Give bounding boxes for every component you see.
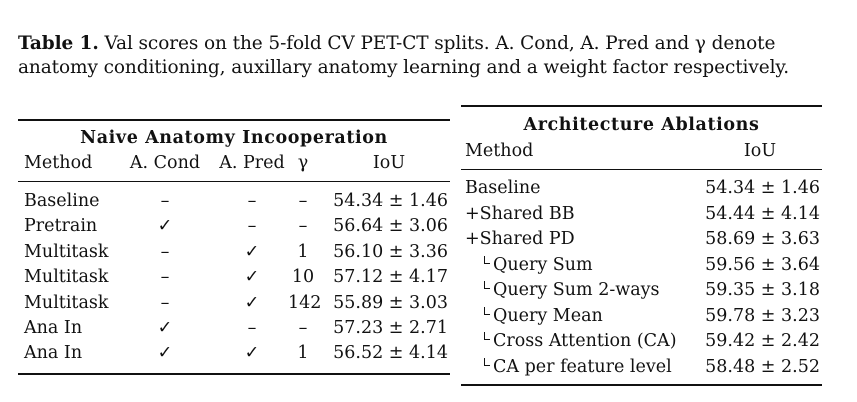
- right-table-title: Architecture Ablations: [523, 115, 760, 135]
- left-cell-acond: –: [160, 267, 170, 288]
- right-cell-method: Query Sum: [484, 254, 593, 276]
- left-bottom-rule: [18, 373, 450, 375]
- left-cell-gamma: –: [298, 216, 308, 237]
- left-cell-iou: 57.12 ± 4.17: [333, 267, 448, 288]
- right-cell-iou: 54.34 ± 1.46: [705, 178, 820, 198]
- left-cell-iou: 56.64 ± 3.06: [333, 216, 448, 237]
- left-cell-apred: –: [247, 318, 257, 338]
- left-cell-apred: –: [247, 191, 257, 211]
- subitem-corner-icon: [484, 306, 490, 315]
- left-cell-gamma: 142: [288, 292, 322, 313]
- right-header-iou: IoU: [743, 141, 777, 161]
- left-cell-method: Pretrain: [24, 216, 98, 237]
- right-cell-iou: 58.69 ± 3.63: [705, 229, 820, 249]
- right-cell-iou: 58.48 ± 2.52: [705, 356, 820, 377]
- left-header-iou: IoU: [372, 153, 406, 173]
- right-cell-iou: 59.78 ± 3.23: [705, 305, 820, 326]
- caption-label: Table 1.: [18, 33, 99, 54]
- left-cell-method: Multitask: [24, 267, 109, 288]
- right-bottom-rule: [461, 384, 822, 386]
- left-cell-iou: 54.34 ± 1.46: [333, 191, 448, 211]
- left-cell-acond: ✓: [157, 343, 173, 364]
- left-cell-method: Multitask: [24, 241, 109, 262]
- left-header-method: Method: [24, 153, 93, 173]
- right-cell-method: +Shared BB: [465, 203, 575, 224]
- right-cell-method: CA per feature level: [484, 356, 672, 378]
- left-cell-method: Ana In: [24, 318, 83, 338]
- left-cell-iou: 56.10 ± 3.36: [333, 241, 448, 262]
- left-cell-gamma: 1: [297, 241, 309, 262]
- subitem-corner-icon: [484, 255, 490, 264]
- right-cell-iou: 59.56 ± 3.64: [705, 254, 820, 275]
- left-cell-acond: ✓: [157, 216, 173, 237]
- subitem-corner-icon: [484, 357, 490, 366]
- left-cell-iou: 56.52 ± 4.14: [333, 343, 448, 364]
- left-cell-acond: –: [160, 241, 170, 262]
- caption-text: Val scores on the 5-fold CV PET-CT split…: [18, 33, 790, 78]
- left-cell-acond: ✓: [157, 318, 173, 338]
- left-cell-iou: 55.89 ± 3.03: [333, 292, 448, 313]
- right-cell-method: Query Sum 2-ways: [484, 279, 660, 301]
- right-cell-iou: 59.35 ± 3.18: [705, 280, 820, 300]
- left-header-acond: A. Cond: [129, 153, 201, 173]
- left-table-title: Naive Anatomy Incooperation: [80, 128, 388, 148]
- left-cell-apred: ✓: [244, 241, 260, 262]
- subitem-corner-icon: [484, 281, 490, 289]
- left-cell-gamma: –: [298, 318, 308, 338]
- left-mid-rule: [18, 181, 450, 182]
- left-cell-apred: –: [247, 216, 257, 237]
- right-cell-method: Query Mean: [484, 305, 603, 327]
- subitem-corner-icon: [484, 332, 490, 340]
- left-cell-apred: ✓: [244, 292, 260, 313]
- left-cell-gamma: 10: [291, 267, 315, 288]
- left-cell-gamma: 1: [297, 343, 309, 364]
- left-cell-apred: ✓: [244, 343, 260, 364]
- left-cell-acond: –: [160, 292, 170, 313]
- left-cell-method: Baseline: [24, 191, 100, 211]
- left-cell-gamma: –: [298, 191, 308, 211]
- left-header-gamma: γ: [297, 153, 309, 173]
- left-header-apred: A. Pred: [219, 153, 285, 173]
- left-cell-apred: ✓: [244, 267, 260, 288]
- right-cell-iou: 59.42 ± 2.42: [705, 331, 820, 351]
- left-cell-method: Ana In: [24, 343, 83, 364]
- right-cell-method: Baseline: [465, 178, 541, 198]
- right-cell-method: Cross Attention (CA): [484, 330, 677, 352]
- right-top-rule: [461, 105, 822, 107]
- right-header-method: Method: [465, 141, 534, 161]
- right-cell-method: +Shared PD: [465, 229, 575, 249]
- right-cell-iou: 54.44 ± 4.14: [705, 203, 820, 224]
- left-cell-method: Multitask: [24, 292, 109, 313]
- left-cell-iou: 57.23 ± 2.71: [333, 318, 448, 338]
- table-caption: Table 1. Val scores on the 5-fold CV PET…: [18, 32, 848, 80]
- left-top-rule: [18, 119, 450, 121]
- right-mid-rule: [461, 169, 822, 170]
- left-cell-acond: –: [160, 191, 170, 211]
